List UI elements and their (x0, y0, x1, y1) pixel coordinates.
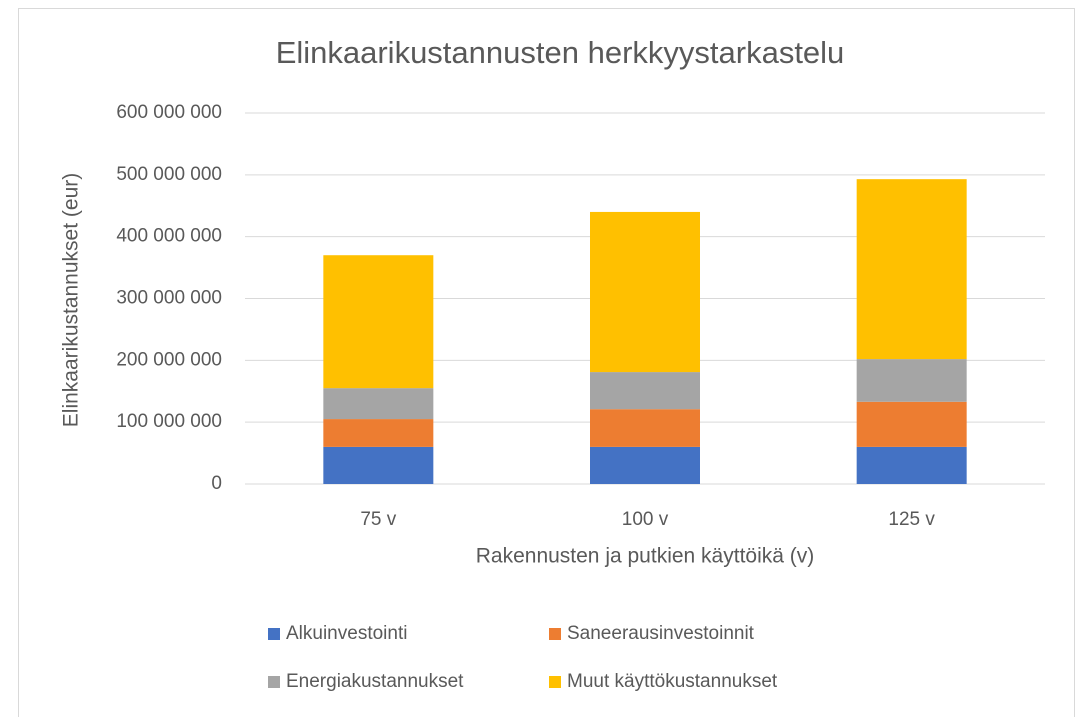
y-tick-label: 600 000 000 (116, 102, 222, 123)
chart-title: Elinkaarikustannusten herkkyystarkastelu (276, 35, 845, 70)
bar-segment (856, 359, 967, 402)
bar-segment (590, 409, 700, 447)
bar-segment (590, 372, 700, 410)
legend-swatch (268, 628, 280, 640)
x-axis-label: Rakennusten ja putkien käyttöikä (v) (476, 545, 815, 568)
y-tick-label: 100 000 000 (116, 411, 222, 432)
bar-segment (590, 446, 700, 484)
y-tick-label: 200 000 000 (116, 349, 222, 370)
y-tick-label: 400 000 000 (116, 226, 222, 247)
y-axis-label: Elinkaarikustannukset (eur) (60, 173, 83, 427)
legend-swatch (268, 676, 280, 688)
y-tick-label: 500 000 000 (116, 164, 222, 185)
bar-segment (323, 419, 434, 447)
y-tick-label: 0 (211, 473, 222, 494)
x-tick-label: 125 v (888, 509, 935, 530)
bar-segment (856, 446, 967, 484)
bar-segment (323, 446, 434, 484)
legend-label: Muut käyttökustannukset (567, 671, 778, 692)
y-tick-label: 300 000 000 (116, 288, 222, 309)
legend-swatch (549, 676, 561, 688)
x-tick-label: 100 v (622, 509, 669, 530)
bar-segment (323, 388, 434, 420)
bar-segment (856, 179, 967, 360)
x-tick-label: 75 v (360, 509, 396, 530)
legend-swatch (549, 628, 561, 640)
legend-label: Alkuinvestointi (286, 623, 407, 644)
bar-segment (323, 255, 434, 389)
bar-segment (856, 401, 967, 447)
bar-segment (590, 211, 700, 373)
legend-label: Energiakustannukset (286, 671, 464, 692)
legend-label: Saneerausinvestoinnit (567, 623, 755, 644)
